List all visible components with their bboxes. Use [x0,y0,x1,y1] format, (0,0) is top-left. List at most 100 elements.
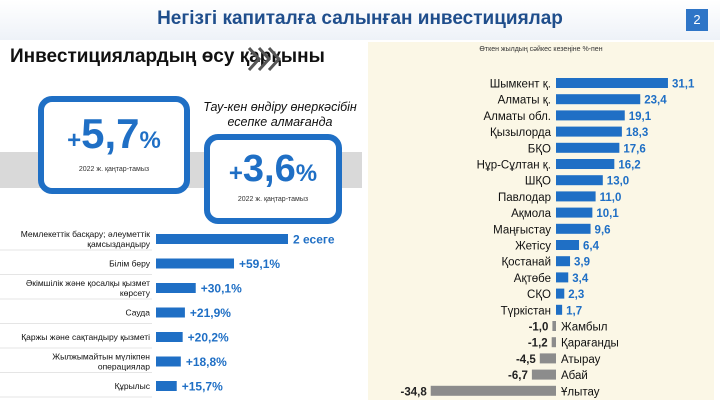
industry-label: Әкімшілік және қосалқы қызмет [26,278,150,288]
region-label: Атырау [561,354,601,366]
industry-label: операциялар [98,362,150,372]
industry-value-label: +20,2% [188,331,229,345]
region-bar [556,207,593,218]
region-bar [556,159,615,169]
region-bar [556,142,620,153]
industry-bar [156,332,183,342]
region-label: Ақмола [511,208,551,220]
industry-value-label: +15,7% [182,380,223,394]
region-value-label: -4,5 [516,354,536,366]
region-bar [556,288,565,299]
region-label: Ақтөбе [514,273,551,285]
industry-value-label: +18,8% [186,355,227,369]
industry-bar [156,356,181,367]
region-value-label: 1,7 [566,305,582,317]
region-label: СҚО [527,289,551,301]
regions-growth-chart: Шымкент қ. 31,1 Алматы қ. 23,4 Алматы обл. 19… [401,78,695,398]
region-label: Абай [561,370,588,382]
industry-growth-chart: Мемлекеттік басқару; әлеуметтікқамсыздан… [0,229,335,398]
chevron-right-icon [247,46,281,72]
region-value-label: -6,7 [508,370,528,382]
industry-bar [156,258,235,269]
industry-label: Қаржы және сақтандыру қызметі [21,332,150,342]
region-bar [556,240,580,250]
region-value-label: 2,3 [568,289,584,301]
region-label: Қостанай [501,257,551,269]
region-bar [531,369,556,380]
region-bar [556,272,569,283]
industry-label: Білім беру [109,259,151,269]
region-value-label: 31,1 [672,79,695,91]
region-value-label: -1,2 [528,338,548,350]
region-value-label: 3,9 [574,257,590,269]
industry-bar [156,234,288,244]
page-number: 2 [686,9,708,31]
region-label: Түркістан [501,305,551,317]
region-bar [556,78,668,88]
industry-bar [156,283,196,293]
industry-label: Құрылыс [115,381,151,391]
region-label: Жамбыл [561,322,607,334]
regions-panel: Өткен жылдың сәйкес кезеңіне %-пен Шымке… [368,42,714,400]
region-value-label: 17,6 [623,143,645,155]
industry-value-label: +21,9% [190,306,231,320]
region-bar [556,175,603,186]
industry-value-label: +59,1% [239,257,280,271]
region-label: Жетісу [515,241,551,253]
region-value-label: 3,4 [572,273,589,285]
region-label: ШҚО [525,176,551,188]
region-label: Маңғыстау [493,224,551,236]
region-bar [539,353,556,364]
industry-bar [156,307,185,318]
kpi-value-excl-mining: +3,6% [228,148,318,190]
industry-label: көрсету [120,288,151,298]
kpi-box-total: +5,7% 2022 ж. қаңтар-тамыз [38,96,190,194]
region-label: Павлодар [498,192,551,204]
kpi-box-excl-mining: +3,6% 2022 ж. қаңтар-тамыз [204,134,342,224]
industry-label: Мемлекеттік басқару; әлеуметтік [21,229,151,239]
region-bar [552,321,556,331]
region-value-label: 18,3 [626,127,648,139]
region-bar [551,337,556,348]
kpi-caption-excl-mining: 2022 ж. қаңтар-тамыз [237,196,309,203]
region-value-label: 16,2 [618,160,640,172]
region-bar [556,94,641,105]
region-bar [556,191,596,202]
kpi-caption-total: 2022 ж. қаңтар-тамыз [78,166,150,173]
region-value-label: -34,8 [401,386,428,398]
industry-value-label: +30,1% [201,282,242,296]
industry-label: Сауда [125,308,150,318]
kpi-note: Тау-кен өндіру өнеркәсібін есепке алмаға… [203,100,357,129]
header: Негізгі капиталға салынған инвестициялар… [0,0,720,40]
region-label: Алматы обл. [483,111,551,123]
region-label: Алматы қ. [498,95,551,107]
region-value-label: 6,4 [583,241,600,253]
region-value-label: 13,0 [607,176,629,188]
region-bar [430,385,556,396]
section-subtitle: Инвестициялардың өсу қарқыны [10,46,325,67]
region-value-label: 19,1 [629,111,652,123]
region-label: Қызылорда [490,127,552,139]
region-bar [556,110,625,121]
industry-value-label: 2 есеге [293,233,335,247]
region-label: Ұлытау [561,386,600,398]
region-bar [556,256,571,267]
region-bar [556,126,622,137]
region-value-label: 9,6 [595,224,611,236]
region-label: Нұр-Сұлтан қ. [477,160,551,172]
industry-label: Жылжымайтын мүлікпен [52,352,150,362]
region-label: БҚО [528,143,551,155]
region-value-label: 10,1 [596,208,619,220]
region-bar [556,304,563,315]
region-label: Қарағанды [561,338,619,350]
region-value-label: -1,0 [529,322,549,334]
kpi-value-total: +5,7% [67,110,161,157]
industry-bar [156,381,177,391]
region-label: Шымкент қ. [490,79,551,91]
region-value-label: 11,0 [600,192,622,204]
region-value-label: 23,4 [644,95,667,107]
page-title: Негізгі капиталға салынған инвестициялар [157,8,563,29]
region-bar [556,223,591,234]
regions-chart-caption: Өткен жылдың сәйкес кезеңіне %-пен [479,46,603,53]
industry-label: қамсыздандыру [87,239,150,249]
